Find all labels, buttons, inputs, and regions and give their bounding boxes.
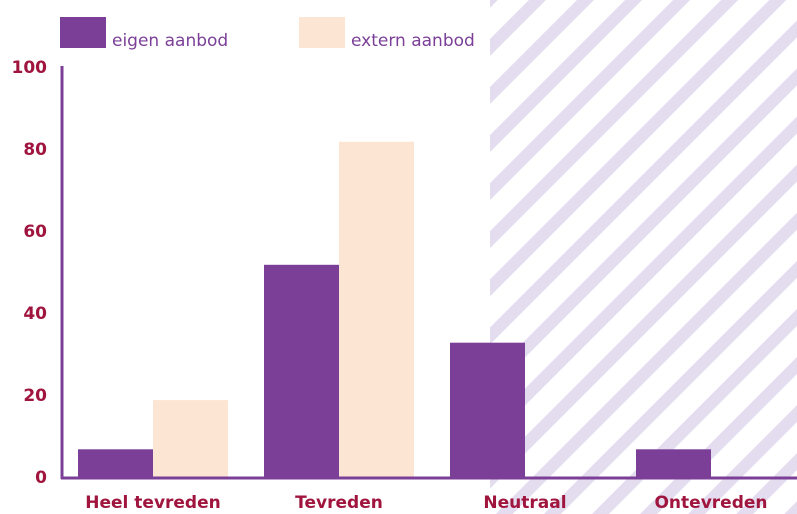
x-tick-label: Tevreden (295, 493, 383, 513)
y-tick-label: 20 (23, 386, 47, 406)
y-tick-label: 100 (12, 58, 48, 78)
legend-swatch (60, 17, 106, 48)
bar (264, 264, 339, 478)
y-tick-label: 0 (35, 468, 47, 488)
x-tick-label: Heel tevreden (85, 493, 221, 513)
hatched-background (490, 0, 797, 514)
bar (636, 449, 711, 478)
x-tick-label: Ontevreden (654, 493, 767, 513)
x-tick-label: Neutraal (483, 493, 566, 513)
legend: eigen aanbod extern aanbod (60, 17, 475, 51)
legend-swatch (299, 17, 345, 48)
y-tick-label: 80 (23, 140, 47, 160)
legend-label: extern aanbod (351, 31, 475, 51)
bar (450, 342, 525, 478)
y-tick-label: 60 (23, 222, 47, 242)
bar (78, 449, 153, 478)
bar (153, 400, 228, 478)
legend-label: eigen aanbod (112, 31, 228, 51)
bar (339, 141, 414, 479)
y-tick-label: 40 (23, 304, 47, 324)
